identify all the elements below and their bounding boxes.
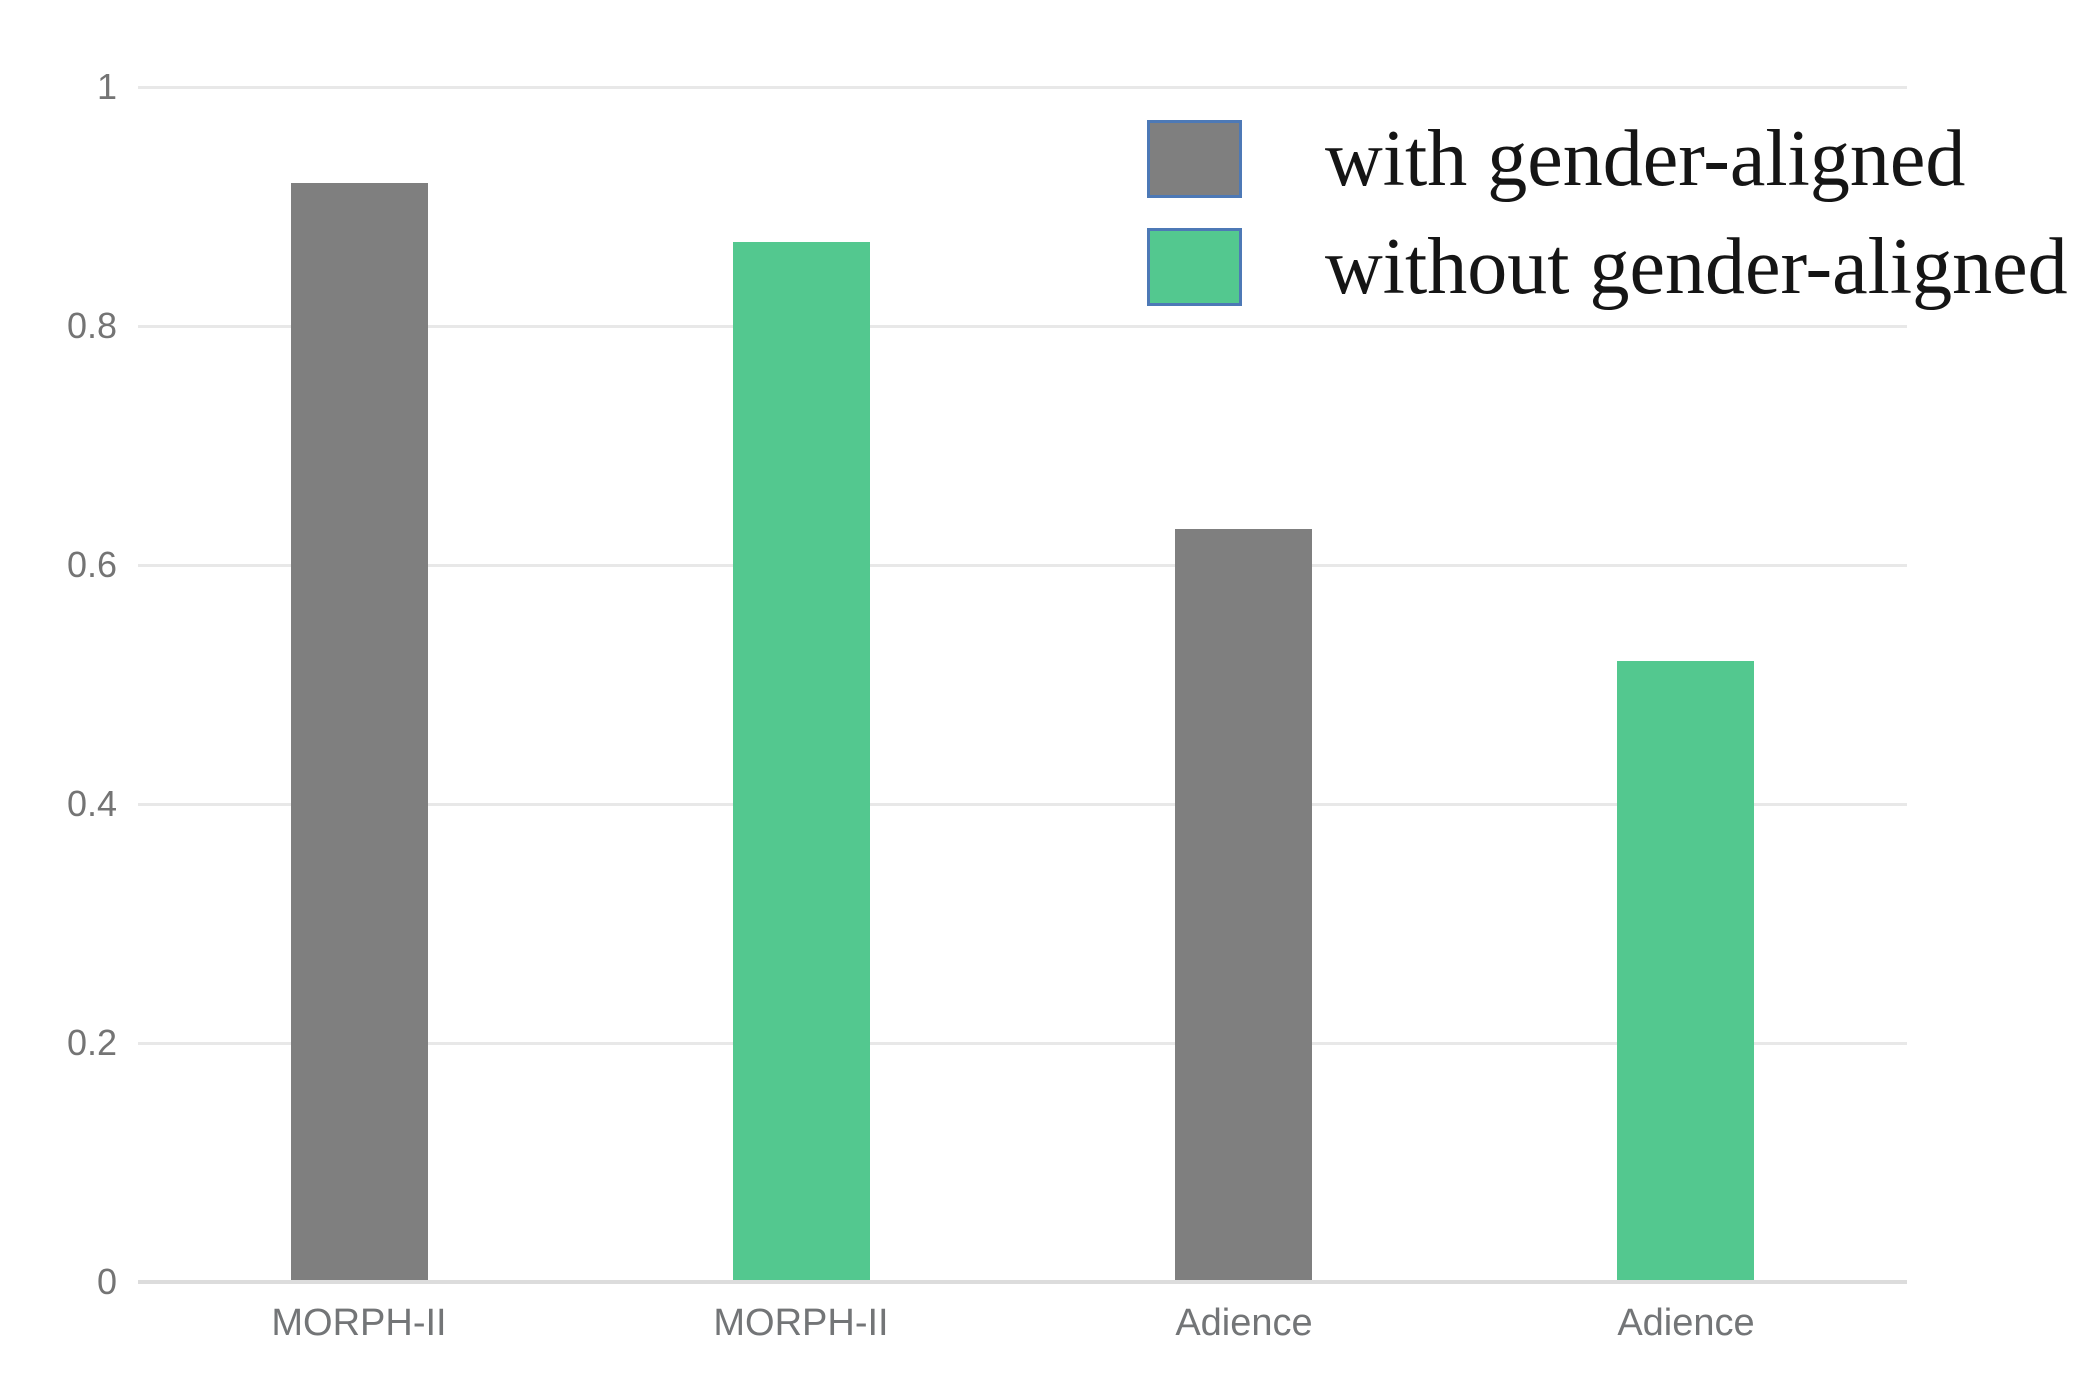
chart-legend: with gender-aligned without gender-align… bbox=[1147, 115, 2068, 311]
y-axis-tick-label: 0.4 bbox=[66, 783, 117, 824]
x-axis-line bbox=[138, 1280, 1907, 1284]
y-axis-tick-label: 0.8 bbox=[66, 305, 117, 346]
gridline bbox=[138, 564, 1907, 567]
y-axis-tick-label: 0 bbox=[96, 1261, 117, 1302]
x-axis-category-label: Adience bbox=[1175, 1302, 1313, 1344]
x-axis-category-label: MORPH-II bbox=[713, 1302, 889, 1344]
x-axis-category-label: MORPH-II bbox=[271, 1302, 447, 1344]
legend-item-with-gender-aligned: with gender-aligned bbox=[1147, 115, 2068, 203]
bar-morph-ii-1 bbox=[291, 183, 428, 1282]
legend-label: without gender-aligned bbox=[1325, 223, 2068, 311]
legend-swatch-gray bbox=[1147, 120, 1242, 198]
bar-adience-3 bbox=[1175, 529, 1312, 1282]
y-axis-tick-label: 1 bbox=[96, 66, 117, 107]
bar-morph-ii-2 bbox=[733, 242, 870, 1282]
legend-swatch-green bbox=[1147, 228, 1242, 306]
legend-item-without-gender-aligned: without gender-aligned bbox=[1147, 223, 2068, 311]
y-axis-tick-label: 0.2 bbox=[66, 1022, 117, 1063]
gridline bbox=[138, 1042, 1907, 1045]
gridline bbox=[138, 803, 1907, 806]
legend-label: with gender-aligned bbox=[1325, 115, 1966, 203]
bar-adience-4 bbox=[1617, 661, 1754, 1282]
y-axis-tick-label: 0.6 bbox=[66, 544, 117, 585]
gridline bbox=[138, 325, 1907, 328]
x-axis-category-label: Adience bbox=[1617, 1302, 1755, 1344]
gridline bbox=[138, 86, 1907, 89]
